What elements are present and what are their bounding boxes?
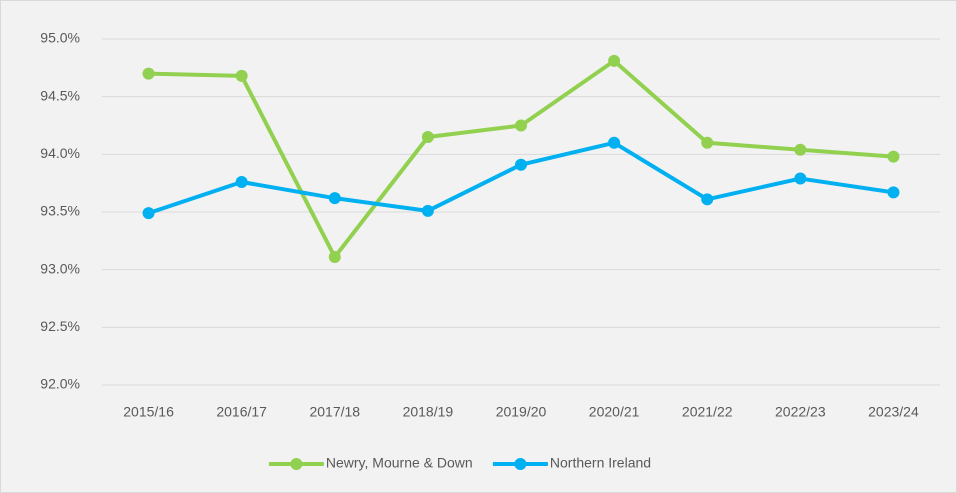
data-point [142,67,155,80]
y-tick-label: 92.0% [40,376,80,392]
data-point [608,54,621,67]
y-tick-label: 92.5% [40,318,80,334]
data-point [515,119,527,132]
data-point [328,192,341,205]
data-point [235,176,248,189]
data-point [887,186,900,199]
y-tick-label: 94.0% [40,145,80,161]
y-tick-label: 94.5% [40,87,80,103]
x-tick-label: 2018/19 [403,404,454,420]
legend-label: Northern Ireland [550,455,651,471]
x-tick-label: 2019/20 [496,404,547,420]
data-point [701,136,714,149]
data-point [887,150,900,163]
x-tick-label: 2017/18 [309,404,360,420]
x-tick-label: 2022/23 [775,404,826,420]
y-tick-label: 93.5% [40,203,80,219]
legend-label: Newry, Mourne & Down [326,455,473,471]
data-point [142,207,155,220]
data-point [701,193,714,206]
y-tick-label: 93.0% [40,260,80,276]
x-tick-label: 2023/24 [868,404,919,420]
data-point [235,69,248,82]
data-point [794,172,807,185]
data-point [794,143,807,156]
x-tick-label: 2020/21 [589,404,640,420]
x-tick-label: 2015/16 [123,404,174,420]
x-tick-label: 2016/17 [216,404,267,420]
legend-marker [514,458,527,470]
data-point [421,131,434,144]
data-point [421,204,434,217]
x-tick-label: 2021/22 [682,404,733,420]
data-point [608,136,621,149]
y-tick-label: 95.0% [40,30,80,46]
data-point [328,250,341,263]
data-point [515,158,527,171]
legend-marker [290,458,303,470]
